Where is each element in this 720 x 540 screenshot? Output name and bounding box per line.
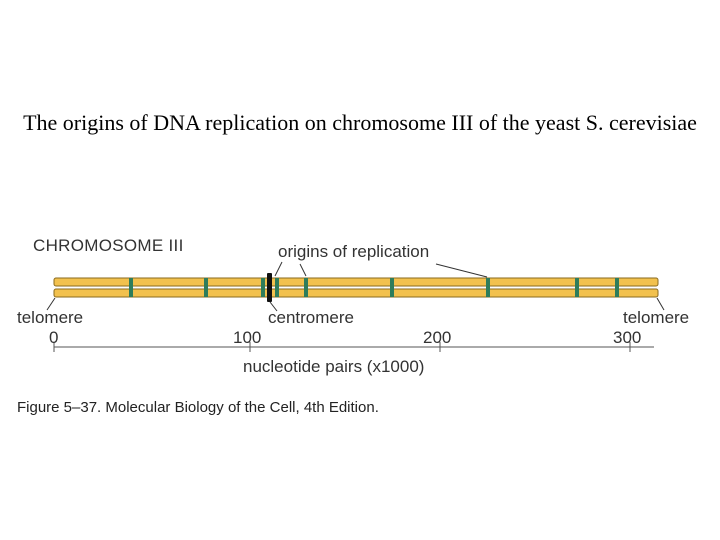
origin-marker: [204, 278, 208, 297]
centromere-label: centromere: [268, 308, 354, 327]
origin-marker: [390, 278, 394, 297]
origin-marker: [275, 278, 279, 297]
scale-axis: [53, 342, 654, 352]
chromatid-top: [53, 277, 659, 287]
origins-label: origins of replication: [278, 242, 430, 261]
centromere-line: [269, 301, 278, 312]
telomere-left-label: telomere: [17, 308, 84, 327]
origin-marker: [486, 278, 490, 297]
centromere-marker: [267, 273, 272, 302]
origin-markers: [129, 278, 619, 297]
telomere-left-line: [46, 297, 56, 311]
axis-tick-label: 200: [423, 328, 452, 347]
figure-caption: Figure 5–37. Molecular Biology of the Ce…: [17, 399, 379, 416]
axis-tick-label: 100: [233, 328, 262, 347]
origin-marker: [615, 278, 619, 297]
chromatid-bottom: [53, 288, 659, 298]
axis-tick-label: 0: [49, 328, 59, 347]
chromosome-label: CHROMOSOME III: [33, 236, 184, 255]
telomere-right-line: [656, 297, 665, 311]
origin-leader-lines: [274, 261, 488, 278]
origin-marker: [261, 278, 265, 297]
telomere-right-label: telomere: [623, 308, 690, 327]
slide-title: The origins of DNA replication on chromo…: [23, 110, 697, 135]
axis-tick-label: 300: [613, 328, 642, 347]
axis-label: nucleotide pairs (x1000): [243, 357, 425, 376]
origin-marker: [575, 278, 579, 297]
origin-marker: [129, 278, 133, 297]
origin-marker: [304, 278, 308, 297]
